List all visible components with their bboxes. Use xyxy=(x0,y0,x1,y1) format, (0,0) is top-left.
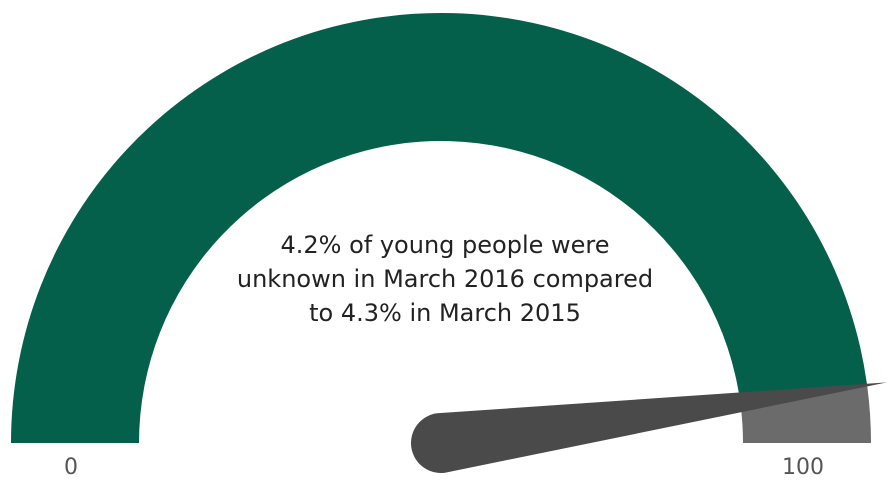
annotation-line-1: 4.2% of young people were xyxy=(280,231,610,259)
gauge-annotation: 4.2% of young people were unknown in Mar… xyxy=(225,228,665,330)
gauge-filled-arc xyxy=(11,12,868,443)
gauge-needle xyxy=(410,382,887,474)
annotation-line-3: to 4.3% in March 2015 xyxy=(309,299,581,327)
gauge-min-label: 0 xyxy=(64,455,78,480)
gauge-max-label: 100 xyxy=(782,455,824,480)
annotation-line-2: unknown in March 2016 compared xyxy=(236,265,654,293)
